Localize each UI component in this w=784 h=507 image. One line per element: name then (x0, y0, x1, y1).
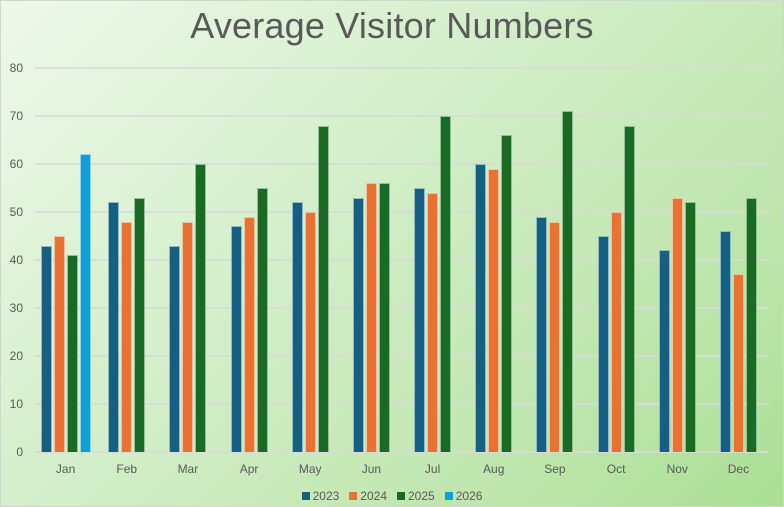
bar-2025-nov[interactable] (684, 202, 696, 452)
x-tick-label: Feb (116, 462, 138, 476)
bar-2024-oct[interactable] (610, 212, 622, 452)
bar-2025-feb[interactable] (134, 197, 146, 452)
bar-2025-dec[interactable] (745, 197, 757, 452)
y-tick-label: 60 (9, 157, 23, 171)
bar-group-dec (708, 68, 769, 452)
legend-label: 2026 (455, 489, 483, 503)
gridline (35, 67, 769, 69)
bar-2024-jun[interactable] (365, 183, 377, 452)
gridline (35, 115, 769, 117)
legend-label: 2025 (408, 489, 435, 503)
legend-label: 2024 (360, 489, 387, 503)
x-tick-label: Sep (544, 462, 566, 476)
bar-2023-may[interactable] (291, 202, 303, 452)
bar-2023-mar[interactable] (169, 245, 181, 452)
bar-2024-jul[interactable] (427, 192, 439, 452)
bar-2023-sep[interactable] (536, 216, 548, 452)
gridline (35, 163, 769, 165)
chart-title: Average Visitor Numbers (190, 5, 594, 46)
bar-group-aug (463, 68, 524, 452)
bar-2025-jul[interactable] (440, 116, 452, 452)
bar-2023-aug[interactable] (475, 164, 487, 452)
bar-2025-apr[interactable] (256, 188, 268, 452)
bar-2023-jan[interactable] (40, 245, 52, 452)
bar-2025-aug[interactable] (501, 135, 513, 452)
legend-item-2023[interactable]: 2023 (301, 489, 340, 503)
bar-2023-nov[interactable] (658, 250, 670, 452)
bar-2025-sep[interactable] (562, 111, 574, 452)
bar-2023-feb[interactable] (108, 202, 120, 452)
legend-label: 2023 (312, 489, 340, 503)
bar-2024-may[interactable] (304, 212, 316, 452)
bar-2024-jan[interactable] (53, 236, 65, 452)
bar-2024-sep[interactable] (549, 221, 561, 452)
bar-group-sep (524, 68, 585, 452)
gridline (35, 403, 769, 405)
bar-2023-oct[interactable] (597, 236, 609, 452)
bar-2025-jan[interactable] (66, 255, 78, 452)
bar-2025-oct[interactable] (623, 125, 635, 452)
x-tick-label: Nov (666, 462, 688, 476)
bar-2024-aug[interactable] (488, 168, 500, 452)
bar-group-oct (586, 68, 647, 452)
bar-group-may (280, 68, 341, 452)
bar-group-jun (341, 68, 402, 452)
bar-2025-jun[interactable] (378, 183, 390, 452)
bar-2023-dec[interactable] (719, 231, 731, 452)
legend-item-2025[interactable]: 2025 (397, 489, 435, 503)
gridline (35, 355, 769, 357)
legend-swatch-icon (349, 492, 358, 500)
y-tick-label: 20 (9, 349, 23, 363)
gridline (35, 259, 769, 261)
y-tick-label: 0 (16, 445, 23, 459)
x-tick-label: Aug (483, 462, 505, 476)
bar-group-nov (647, 68, 708, 452)
plot-area: 0 10 20 30 40 50 60 70 80 Jan Feb Mar Apr May Jun Jul Au… (10, 61, 769, 476)
legend: 2023 2024 2025 2026 (1, 489, 783, 503)
bar-2023-jun[interactable] (352, 197, 364, 452)
x-tick-label: Jan (55, 462, 76, 476)
y-tick-label: 50 (9, 205, 23, 219)
bar-2025-may[interactable] (317, 125, 329, 452)
gridline (35, 307, 769, 309)
bar-2026-jan[interactable] (79, 154, 91, 452)
bar-group-jan (35, 68, 96, 452)
bar-2024-mar[interactable] (182, 221, 194, 452)
gridline (35, 451, 769, 453)
bar-2025-mar[interactable] (195, 164, 207, 452)
x-tick-label: Apr (239, 462, 259, 476)
bar-2023-jul[interactable] (414, 188, 426, 452)
bar-2024-apr[interactable] (243, 216, 255, 452)
x-tick-label: Dec (727, 462, 750, 476)
bar-group-feb (96, 68, 157, 452)
gridline (35, 211, 769, 213)
legend-item-2024[interactable]: 2024 (349, 489, 387, 503)
bar-2024-feb[interactable] (121, 221, 133, 452)
y-tick-label: 40 (9, 253, 23, 267)
bar-2023-apr[interactable] (230, 226, 242, 452)
bar-2024-nov[interactable] (671, 197, 683, 452)
x-tick-label: Jul (424, 462, 441, 476)
y-tick-label: 70 (9, 109, 23, 123)
legend-item-2026[interactable]: 2026 (444, 489, 483, 503)
x-tick-label: Oct (606, 462, 626, 476)
y-tick-label: 30 (9, 301, 23, 315)
bar-2024-dec[interactable] (732, 274, 744, 452)
x-tick-label: May (298, 462, 322, 476)
legend-swatch-icon (444, 492, 453, 500)
y-tick-label: 10 (9, 397, 23, 411)
legend-swatch-icon (397, 492, 405, 500)
bar-group-jul (402, 68, 463, 452)
y-tick-label: 80 (9, 61, 23, 75)
bar-group-mar (157, 68, 218, 452)
legend-swatch-icon (301, 492, 310, 500)
x-tick-label: Jun (361, 462, 382, 476)
bar-group-apr (219, 68, 280, 452)
x-tick-label: Mar (177, 462, 199, 476)
